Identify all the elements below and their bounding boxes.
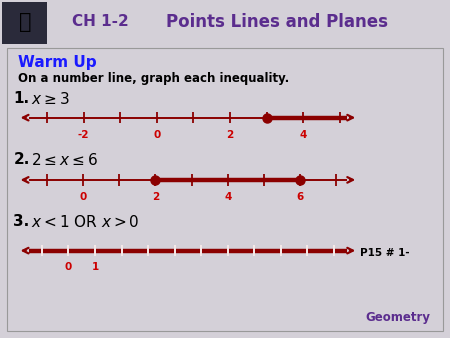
Text: 1: 1 bbox=[91, 263, 99, 272]
Text: 2.: 2. bbox=[14, 152, 30, 167]
Text: Warm Up: Warm Up bbox=[18, 55, 96, 70]
FancyBboxPatch shape bbox=[2, 2, 47, 44]
Text: $x \geq 3$: $x \geq 3$ bbox=[31, 91, 69, 107]
Text: 3.: 3. bbox=[14, 214, 30, 229]
Text: 🦅: 🦅 bbox=[18, 12, 31, 32]
Text: Geometry: Geometry bbox=[365, 311, 430, 324]
Text: 4: 4 bbox=[300, 129, 307, 140]
Text: 1.: 1. bbox=[14, 91, 29, 106]
Text: 0: 0 bbox=[153, 129, 160, 140]
Text: 4: 4 bbox=[224, 192, 231, 202]
Text: -2: -2 bbox=[78, 129, 89, 140]
Text: CH 1-2: CH 1-2 bbox=[72, 15, 129, 29]
Text: $2 \leq x \leq 6$: $2 \leq x \leq 6$ bbox=[31, 152, 98, 168]
Text: 0: 0 bbox=[79, 192, 86, 202]
Text: 0: 0 bbox=[65, 263, 72, 272]
Text: 2: 2 bbox=[152, 192, 159, 202]
Text: 6: 6 bbox=[297, 192, 304, 202]
Text: On a number line, graph each inequality.: On a number line, graph each inequality. bbox=[18, 72, 289, 86]
Text: Points Lines and Planes: Points Lines and Planes bbox=[166, 13, 388, 31]
Text: P15 # 1-: P15 # 1- bbox=[360, 248, 410, 259]
Text: 2: 2 bbox=[226, 129, 234, 140]
Text: $x < 1$ OR $x > 0$: $x < 1$ OR $x > 0$ bbox=[31, 214, 139, 230]
